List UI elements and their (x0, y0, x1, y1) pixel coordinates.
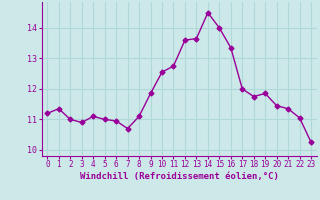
X-axis label: Windchill (Refroidissement éolien,°C): Windchill (Refroidissement éolien,°C) (80, 172, 279, 181)
